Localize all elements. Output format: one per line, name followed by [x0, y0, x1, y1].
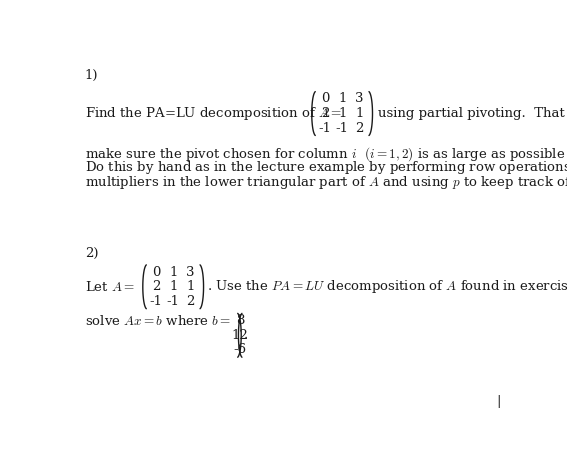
Text: 2: 2	[186, 295, 194, 308]
Text: 1: 1	[338, 107, 346, 120]
Text: 1: 1	[338, 93, 346, 106]
Text: -6: -6	[233, 344, 247, 357]
Text: -1: -1	[150, 295, 163, 308]
Text: -1: -1	[336, 122, 349, 135]
Text: -1: -1	[167, 295, 180, 308]
Text: solve $Ax = b$ where $b=$: solve $Ax = b$ where $b=$	[85, 314, 231, 328]
Text: . Use the $PA = LU$ decomposition of $A$ found in exercise (1) to: . Use the $PA = LU$ decomposition of $A$…	[206, 278, 567, 295]
Text: Do this by hand as in the lecture example by performing row operations on $[A|p]: Do this by hand as in the lecture exampl…	[85, 159, 567, 177]
Text: using partial pivoting.  That is,: using partial pivoting. That is,	[378, 107, 567, 120]
Text: multipliers in the lower triangular part of $A$ and using $p$ to keep track of r: multipliers in the lower triangular part…	[85, 173, 567, 191]
Text: -1: -1	[319, 122, 332, 135]
Text: Find the PA=LU decomposition of $A=$: Find the PA=LU decomposition of $A=$	[85, 105, 342, 122]
Text: 1: 1	[355, 107, 363, 120]
Text: 8: 8	[236, 314, 244, 327]
Text: 1: 1	[169, 280, 177, 293]
Text: 1: 1	[169, 266, 177, 279]
Text: make sure the pivot chosen for column $i$  $(i = 1, 2)$ is as large as possible : make sure the pivot chosen for column $i…	[85, 145, 567, 163]
Text: 3: 3	[186, 266, 194, 279]
Text: 2: 2	[355, 122, 363, 135]
Text: Let $A=$: Let $A=$	[85, 280, 135, 294]
Text: .: .	[243, 329, 248, 342]
Text: 2): 2)	[85, 247, 98, 260]
Text: |: |	[497, 395, 501, 408]
Text: 1: 1	[186, 280, 194, 293]
Text: 3: 3	[355, 93, 363, 106]
Text: 0: 0	[152, 266, 160, 279]
Text: 0: 0	[321, 93, 329, 106]
Text: 12: 12	[231, 329, 248, 342]
Text: 2: 2	[321, 107, 329, 120]
Text: 1): 1)	[85, 69, 98, 82]
Text: 2: 2	[152, 280, 160, 293]
